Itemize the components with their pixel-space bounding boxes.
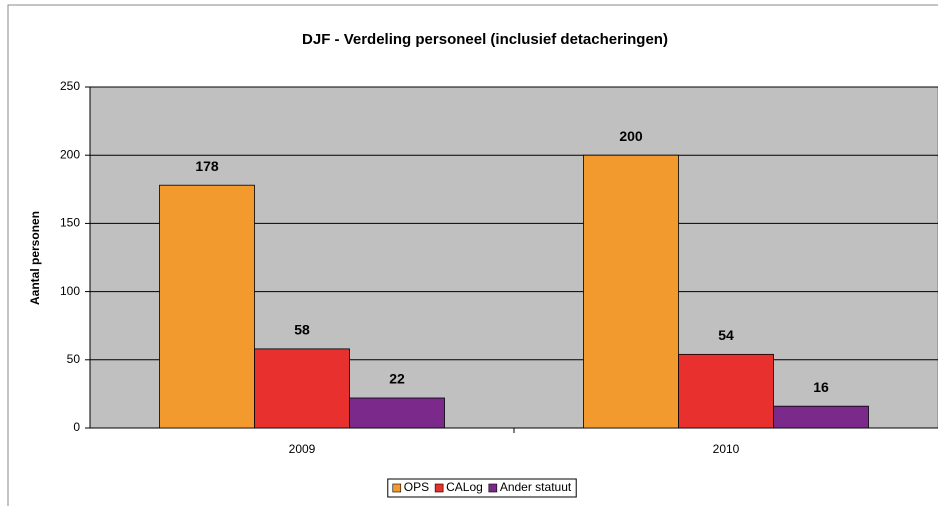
data-label: 16 (813, 379, 829, 395)
bar (254, 348, 350, 429)
bar (583, 154, 679, 429)
y-tick-label: 0 (73, 420, 80, 434)
legend-swatch (392, 483, 402, 493)
data-label: 178 (195, 158, 219, 174)
bar (159, 184, 255, 429)
data-label: 200 (619, 128, 643, 144)
bar (773, 405, 869, 429)
bar (678, 353, 774, 429)
legend: OPS CALog Ander statuut (392, 480, 572, 494)
chart-title: DJF - Verdeling personeel (inclusief det… (302, 31, 668, 48)
y-tick-label: 50 (67, 352, 81, 366)
data-label: 54 (718, 327, 734, 343)
legend-label: OPS (404, 480, 429, 494)
legend-label: CALog (446, 480, 483, 494)
legend-swatch (488, 483, 498, 493)
y-axis-label: Aantal personen (28, 211, 42, 305)
legend-swatch (434, 483, 444, 493)
y-tick-label: 150 (60, 216, 80, 230)
x-tick-label: 2009 (289, 442, 316, 456)
x-tick-label: 2010 (713, 442, 740, 456)
data-label: 58 (294, 322, 310, 338)
legend-label: Ander statuut (500, 480, 572, 494)
legend-box (387, 478, 577, 498)
data-label: 22 (389, 371, 405, 387)
y-tick-label: 100 (60, 284, 80, 298)
y-tick-label: 250 (60, 79, 80, 93)
y-tick-label: 200 (60, 147, 80, 161)
bar (349, 397, 445, 429)
